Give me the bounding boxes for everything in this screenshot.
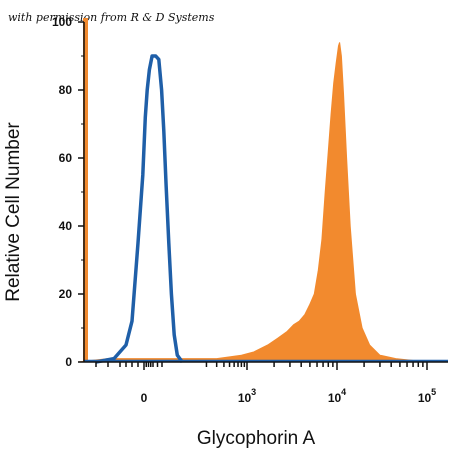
x-axis-title: Glycophorin A [197, 428, 316, 449]
y-tick-label: 0 [65, 355, 72, 369]
x-tick-label: 104 [328, 387, 346, 405]
x-axis: 0 103 104 105 [95, 362, 436, 405]
y-tick-label: 40 [59, 219, 73, 233]
stained-axis-spike [83, 18, 88, 362]
y-axis: 0 20 40 60 80 100 [52, 15, 84, 369]
y-tick-label: 20 [59, 287, 73, 301]
y-axis-title: Relative Cell Number [3, 122, 24, 302]
x-tick-label: 0 [141, 391, 148, 405]
y-tick-label: 60 [59, 151, 73, 165]
y-tick-label: 100 [52, 15, 72, 29]
isotype-histogram-line [95, 54, 184, 364]
watermark-text: with permission from R & D Systems [8, 11, 215, 24]
x-tick-label: 103 [238, 387, 256, 405]
stained-histogram-area [77, 42, 428, 363]
x-tick-label: 105 [418, 387, 436, 405]
histogram-marks [77, 18, 448, 364]
y-tick-label: 80 [59, 83, 73, 97]
